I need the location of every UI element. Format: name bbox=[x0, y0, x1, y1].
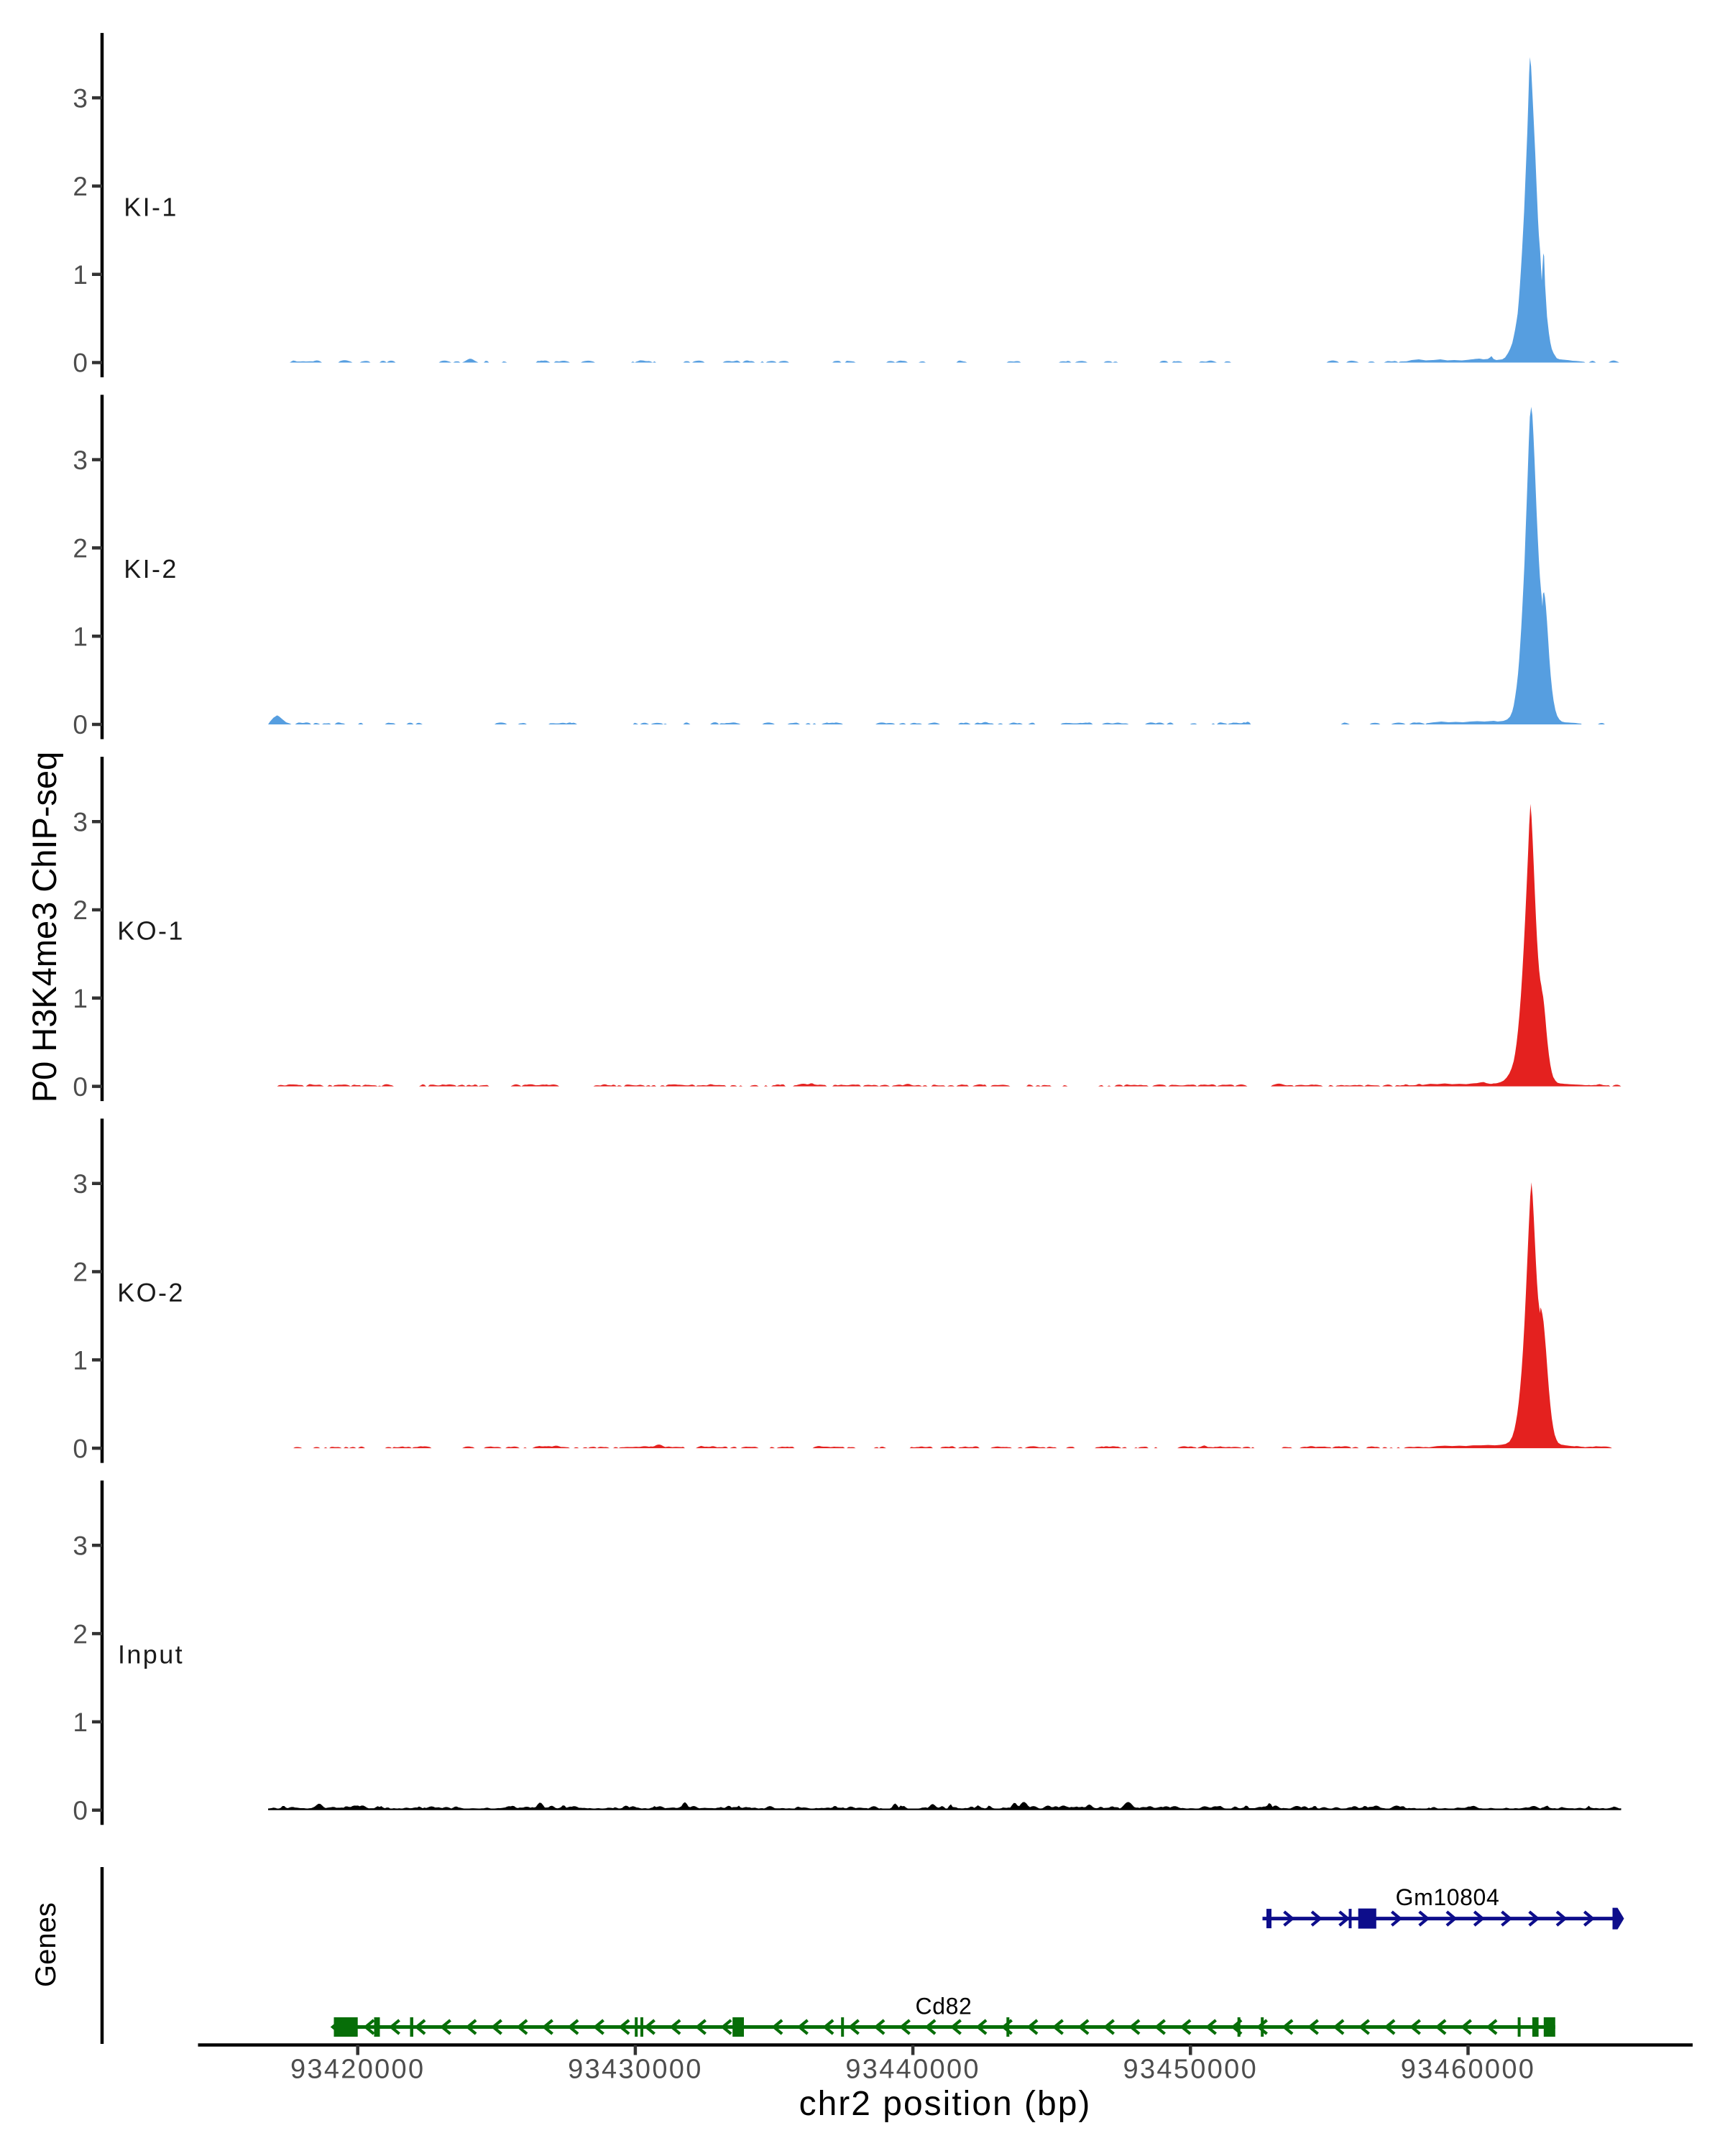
svg-text:2: 2 bbox=[73, 172, 88, 201]
svg-text:KO-2: KO-2 bbox=[117, 1278, 185, 1307]
svg-text:3: 3 bbox=[73, 83, 88, 113]
svg-text:93420000: 93420000 bbox=[290, 2055, 425, 2085]
svg-text:1: 1 bbox=[73, 984, 88, 1013]
svg-text:93450000: 93450000 bbox=[1123, 2055, 1258, 2085]
svg-text:1: 1 bbox=[73, 622, 88, 651]
svg-text:P0 H3K4me3 ChIP-seq: P0 H3K4me3 ChIP-seq bbox=[25, 752, 63, 1103]
svg-text:Cd82: Cd82 bbox=[916, 1994, 972, 2019]
svg-text:3: 3 bbox=[73, 446, 88, 475]
svg-text:KI-1: KI-1 bbox=[124, 193, 178, 222]
svg-text:93460000: 93460000 bbox=[1401, 2055, 1535, 2085]
svg-text:1: 1 bbox=[73, 1708, 88, 1737]
svg-text:0: 0 bbox=[73, 710, 88, 740]
svg-text:2: 2 bbox=[73, 1619, 88, 1649]
svg-text:0: 0 bbox=[73, 1072, 88, 1102]
svg-text:0: 0 bbox=[73, 1796, 88, 1825]
svg-text:Input: Input bbox=[118, 1640, 184, 1669]
svg-text:0: 0 bbox=[73, 1434, 88, 1463]
svg-text:2: 2 bbox=[73, 534, 88, 563]
svg-text:3: 3 bbox=[73, 807, 88, 837]
svg-text:Genes: Genes bbox=[30, 1902, 62, 1987]
svg-text:93430000: 93430000 bbox=[568, 2055, 702, 2085]
svg-text:KI-2: KI-2 bbox=[124, 554, 178, 584]
svg-text:3: 3 bbox=[73, 1169, 88, 1199]
svg-text:2: 2 bbox=[73, 895, 88, 925]
svg-text:93440000: 93440000 bbox=[845, 2055, 980, 2085]
svg-text:chr2 position (bp): chr2 position (bp) bbox=[799, 2085, 1092, 2123]
svg-text:2: 2 bbox=[73, 1258, 88, 1287]
svg-text:3: 3 bbox=[73, 1531, 88, 1561]
svg-text:1: 1 bbox=[73, 1346, 88, 1376]
svg-text:KO-1: KO-1 bbox=[117, 916, 185, 946]
svg-text:Gm10804: Gm10804 bbox=[1396, 1884, 1500, 1910]
svg-text:1: 1 bbox=[73, 260, 88, 290]
svg-text:0: 0 bbox=[73, 349, 88, 378]
